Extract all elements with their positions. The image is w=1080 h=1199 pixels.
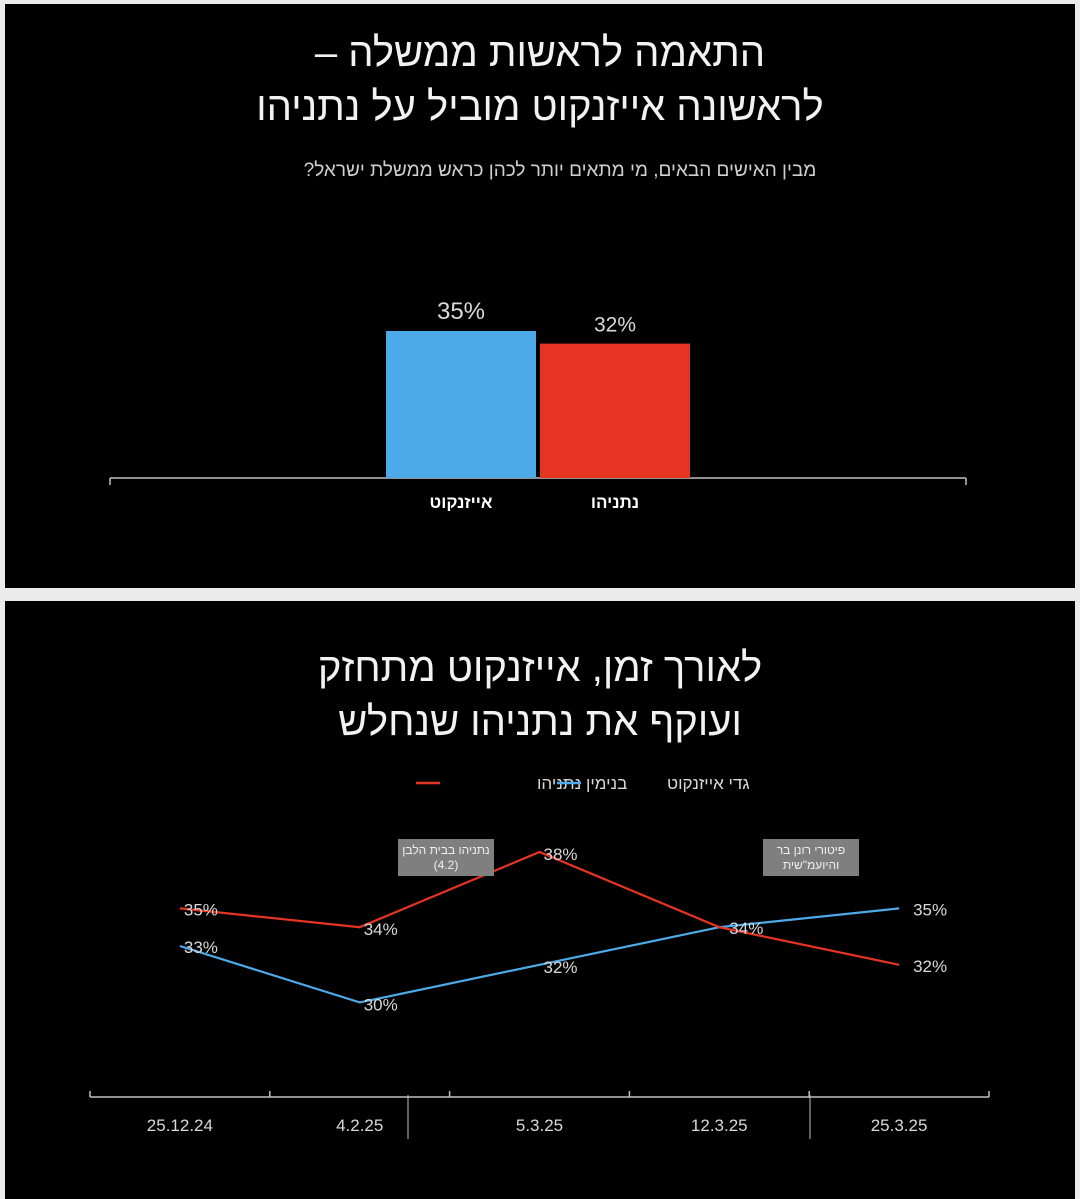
bar-chart: 35% אייזנקוט 32% נתניהו: [109, 298, 967, 512]
series-line: [179, 907, 900, 1004]
chart-title-line1: התאמה לראשות ממשלה –: [314, 31, 766, 75]
chart-title: התאמה לראשות ממשלה – לראשונה אייזנקוט מו…: [5, 26, 1075, 134]
point-data-label: 38%: [544, 845, 578, 864]
point-data-label: 34%: [729, 919, 763, 938]
line-chart: 25.12.24 4.2.25 5.3.25 12.3.25 25.3.25 בנימין…: [89, 774, 990, 1139]
bar-chart-slide: התאמה לראשות ממשלה – לראשונה אייזנקוט מו…: [5, 4, 1075, 588]
annotation-firing: פיטורי רונן בר והיועמ"שית: [763, 839, 859, 876]
bar: [540, 343, 690, 478]
chart-title: לאורך זמן, אייזנקוט מתחזק ועוקף את נתניה…: [5, 641, 1075, 749]
annotation-firing-label: פיטורי רונן בר והיועמ"שית: [776, 842, 846, 872]
x-tick-label: 25.3.25: [871, 1116, 928, 1135]
legend-label: גדי אייזנקוט: [667, 774, 750, 793]
legend-label: בנימין נתניהו: [537, 774, 627, 793]
point-data-label: 35%: [913, 900, 947, 919]
chart-title-line2: ועוקף את נתניהו שנחלש: [338, 700, 742, 744]
line-chart-slide: לאורך זמן, אייזנקוט מתחזק ועוקף את נתניה…: [5, 601, 1075, 1199]
point-data-label: 34%: [364, 920, 398, 939]
series-line: [179, 850, 900, 966]
x-tick-label: 5.3.25: [516, 1116, 563, 1135]
annotation-white-house-label: נתניהו בבית הלבן (4.2): [402, 842, 490, 872]
annotation-white-house: נתניהו בבית הלבן (4.2): [398, 839, 494, 876]
category-label: נתניהו: [591, 493, 639, 512]
chart-subtitle: מבין האישים הבאים, מי מתאים יותר לכהן כר…: [303, 160, 817, 181]
chart-title-line2: לראשונה אייזנקוט מוביל על נתניהו: [256, 85, 824, 129]
point-data-label: 30%: [364, 995, 398, 1014]
point-data-label: 33%: [184, 938, 218, 957]
bar: [386, 331, 536, 478]
x-tick-label: 12.3.25: [691, 1116, 748, 1135]
point-data-label: 35%: [184, 900, 218, 919]
bar-data-label: 32%: [594, 314, 636, 337]
point-data-label: 32%: [544, 958, 578, 977]
x-tick-label: 25.12.24: [147, 1116, 213, 1135]
bar-data-label: 35%: [437, 298, 485, 325]
point-data-label: 32%: [913, 957, 947, 976]
x-tick-label: 4.2.25: [336, 1116, 383, 1135]
chart-title-line1: לאורך זמן, אייזנקוט מתחזק: [317, 646, 763, 690]
category-label: אייזנקוט: [430, 493, 493, 512]
